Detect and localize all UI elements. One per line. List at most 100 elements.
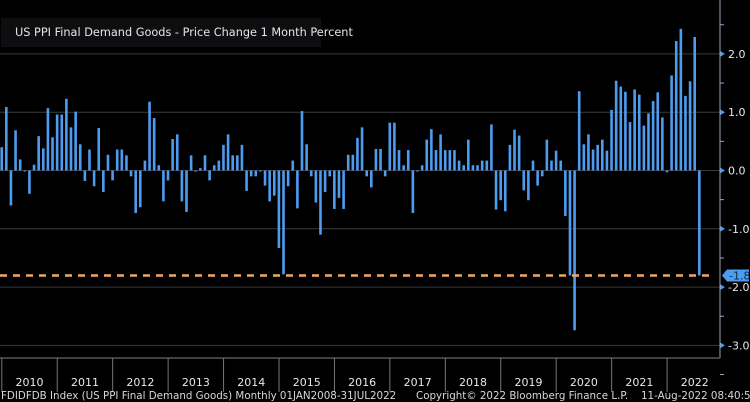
bar (226, 134, 230, 171)
bar (231, 155, 234, 171)
tick-arrow-icon (720, 50, 725, 57)
bar (688, 81, 692, 171)
y-tick-label: 1.0 (728, 106, 746, 119)
bar (388, 122, 392, 171)
bar (637, 94, 641, 171)
x-tick-label: 2010 (16, 376, 44, 389)
bar (46, 108, 50, 171)
bar (656, 92, 660, 171)
bar (383, 170, 387, 177)
bar (503, 170, 507, 212)
bar (605, 150, 609, 171)
bar (494, 170, 498, 210)
bar (328, 170, 332, 177)
footer-copyright: Copyright© 2022 Bloomberg Finance L.P. (416, 390, 629, 402)
bar (591, 149, 595, 171)
bar (601, 139, 604, 171)
x-axis: 2010 2011 2012 2013 2014 2015 2016 2017 2018 2019… (0, 357, 720, 392)
bar (416, 170, 419, 172)
bar (411, 170, 415, 214)
bar (97, 127, 101, 171)
bar (208, 170, 211, 181)
tick-arrow-icon (720, 284, 725, 291)
bar (698, 170, 701, 276)
last-value-badge (722, 269, 749, 282)
bar (148, 101, 151, 171)
bar (628, 122, 632, 171)
bar (337, 170, 341, 198)
bar (582, 144, 586, 171)
bar (527, 170, 530, 201)
bar (305, 144, 308, 171)
bar (125, 155, 128, 171)
bar (624, 91, 627, 171)
bar (309, 170, 313, 177)
bar (272, 170, 276, 196)
bar (573, 170, 576, 331)
tick-arrow-icon (720, 342, 725, 349)
x-tick-label: 2014 (237, 376, 265, 389)
bar (259, 170, 262, 172)
bar (236, 155, 239, 171)
bar (185, 170, 188, 212)
bar (60, 114, 64, 171)
bar (18, 159, 22, 171)
bar (245, 170, 248, 191)
bar (517, 135, 521, 171)
bar (674, 41, 678, 171)
x-tick-label: 2022 (681, 376, 709, 389)
bar (189, 155, 193, 171)
bar (222, 144, 225, 171)
bar (291, 160, 295, 171)
bar (508, 144, 512, 171)
bar (14, 130, 17, 171)
bar (212, 165, 216, 171)
bar (5, 106, 8, 171)
bar (143, 160, 147, 171)
bar (406, 150, 410, 171)
bar (467, 139, 470, 171)
bar (614, 80, 618, 171)
bar (32, 164, 36, 171)
bar (346, 154, 350, 171)
bar (88, 149, 91, 171)
bar (550, 160, 553, 171)
bar (559, 160, 563, 171)
y-tick-label: -3.0 (728, 339, 749, 352)
bar (171, 139, 174, 171)
x-tick-label: 2015 (293, 376, 321, 389)
y-tick-label: 0.0 (728, 165, 746, 178)
x-tick-label: 2021 (625, 376, 653, 389)
bar (282, 170, 285, 275)
bar (661, 117, 664, 171)
x-tick-label: 2018 (459, 376, 487, 389)
bar (120, 149, 124, 171)
bar (249, 170, 253, 177)
bar (300, 111, 304, 171)
bar (203, 155, 207, 171)
bar (587, 134, 590, 171)
bar (28, 170, 31, 194)
bar (217, 160, 221, 171)
bar (647, 113, 650, 171)
bar (111, 170, 114, 181)
bar (679, 28, 683, 171)
bar (370, 170, 373, 188)
bar (277, 170, 281, 249)
bar (69, 127, 73, 171)
bar (568, 170, 572, 276)
bar (175, 134, 179, 171)
bar (41, 148, 45, 171)
bar (374, 148, 378, 171)
bar (333, 170, 336, 209)
bar (476, 165, 479, 171)
bar (23, 170, 27, 172)
tick-arrow-icon (720, 109, 725, 116)
bar (9, 170, 13, 206)
legend: US PPI Final Demand Goods - Price Change… (1, 18, 353, 47)
bar (74, 111, 77, 171)
bar (439, 134, 442, 171)
bar (263, 170, 267, 186)
bar (134, 170, 137, 214)
bar (393, 122, 396, 171)
